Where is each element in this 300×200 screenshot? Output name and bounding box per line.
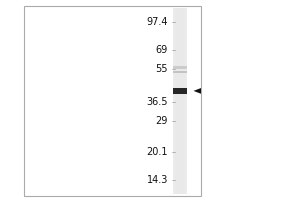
Text: 20.1: 20.1 [146, 147, 168, 157]
Bar [173, 8, 187, 194]
Text: 97.4: 97.4 [146, 17, 168, 27]
Text: 69: 69 [156, 45, 168, 55]
Bar [173, 71, 187, 73]
Text: 55: 55 [155, 64, 168, 74]
Bar [173, 88, 187, 94]
Bar [173, 66, 187, 69]
Text: 14.3: 14.3 [147, 175, 168, 185]
Polygon shape [194, 88, 201, 94]
Bar [175, 8, 185, 194]
Text: 29: 29 [156, 116, 168, 126]
Bar [24, 6, 201, 196]
Text: 36.5: 36.5 [146, 97, 168, 107]
